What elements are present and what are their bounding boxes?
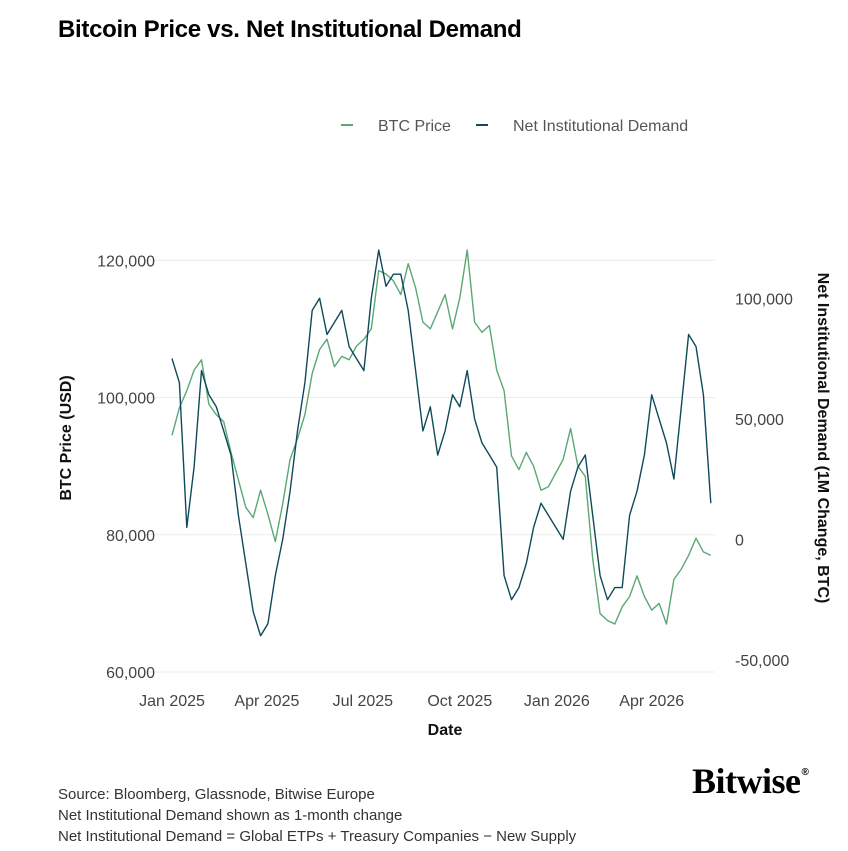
y2-axis-title: Net Institutional Demand (1M Change, BTC… [814, 273, 831, 604]
series-lines [171, 249, 712, 637]
legend-label-btc-price: BTC Price [378, 118, 451, 135]
x-tick-label: Oct 2025 [427, 693, 492, 710]
x-tick-label: Jul 2025 [333, 693, 394, 710]
y-tick-label: 80,000 [106, 528, 155, 545]
footer-source: Source: Bloomberg, Glassnode, Bitwise Eu… [58, 786, 375, 803]
legend-label-net-demand: Net Institutional Demand [513, 118, 688, 135]
bitwise-logo: Bitwise® [692, 760, 809, 802]
x-tick-label: Jan 2026 [524, 693, 590, 710]
chart-title: Bitcoin Price vs. Net Institutional Dema… [58, 16, 522, 43]
gridlines [146, 259, 715, 673]
footer-notes: Source: Bloomberg, Glassnode, Bitwise Eu… [58, 784, 576, 847]
x-tick-label: Apr 2026 [619, 693, 684, 710]
y-tick-label: 120,000 [97, 253, 155, 270]
y-tick-label: 100,000 [97, 391, 155, 408]
y2-tick-label: 0 [735, 532, 744, 549]
logo-wordmark: Bitwise [692, 761, 801, 801]
y-axis-title: BTC Price (USD) [58, 375, 75, 500]
x-tick-label: Apr 2025 [234, 693, 299, 710]
x-tick-label: Jan 2025 [139, 693, 205, 710]
series-line-net-demand [171, 249, 712, 637]
y2-tick-label: 100,000 [735, 291, 793, 308]
axes: 60,000 80,000 100,000 120,000 -50,000 0 50,000… [97, 253, 793, 710]
logo-registered-mark: ® [801, 767, 809, 778]
x-axis-title: Date [428, 722, 463, 739]
y-tick-label: 60,000 [106, 665, 155, 682]
footer-note-1: Net Institutional Demand shown as 1-mont… [58, 807, 403, 824]
y2-tick-label: -50,000 [735, 653, 789, 670]
y2-tick-label: 50,000 [735, 412, 784, 429]
legend: BTC Price Net Institutional Demand [341, 118, 688, 135]
series-line-btc-price [171, 249, 712, 625]
footer-note-2: Net Institutional Demand = Global ETPs +… [58, 828, 577, 845]
chart-svg: BTC Price Net Institutional Demand 60,00… [58, 118, 831, 739]
